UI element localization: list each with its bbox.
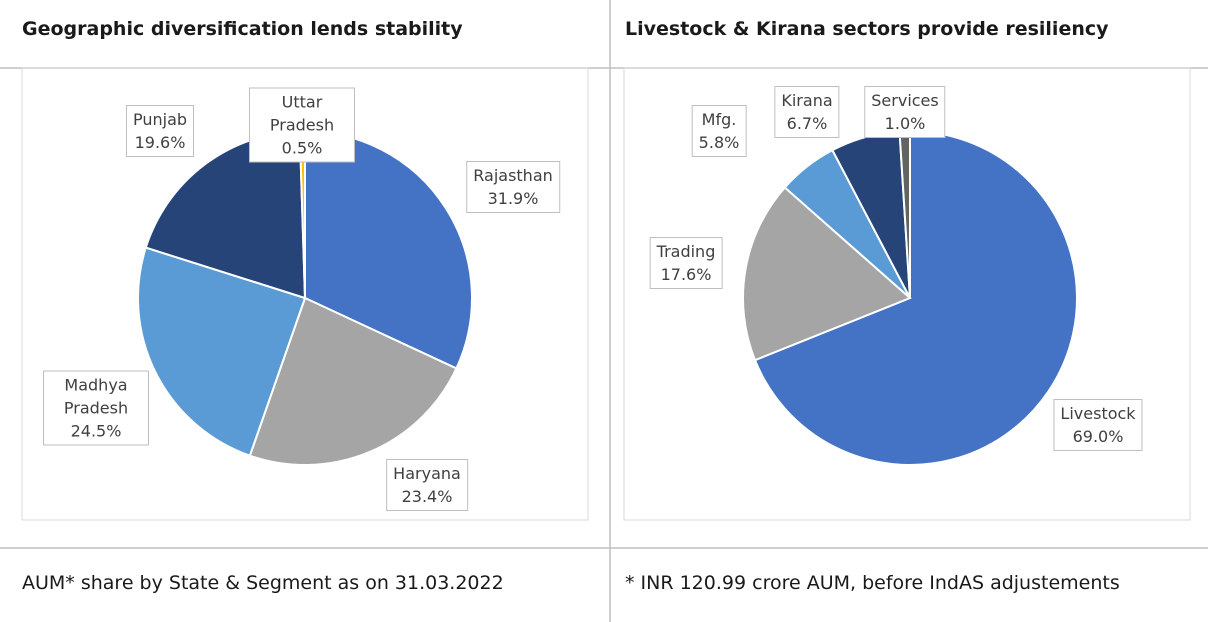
label-value: 6.7%: [786, 114, 828, 133]
data-label: Livestock 69.0%: [1053, 399, 1143, 451]
label-value: 69.0%: [1072, 427, 1124, 446]
label-name: Punjab: [132, 110, 188, 129]
data-label: Uttar Pradesh 0.5%: [249, 87, 355, 163]
label-name: Madhya Pradesh: [63, 375, 129, 418]
label-name: Haryana: [393, 464, 461, 483]
header: Livestock & Kirana sectors provide resil…: [625, 18, 1109, 40]
label-value: 17.6%: [660, 265, 712, 284]
label-value: 19.6%: [134, 133, 186, 152]
label-name: Uttar Pradesh: [269, 92, 335, 135]
label-name: Kirana: [781, 91, 833, 110]
label-name: Livestock: [1060, 404, 1136, 423]
data-label: Kirana 6.7%: [774, 86, 840, 138]
data-label: Mfg. 5.8%: [691, 105, 747, 157]
header: Geographic diversification lends stabili…: [22, 18, 463, 40]
label-value: 23.4%: [401, 487, 453, 506]
footer: * INR 120.99 crore AUM, before IndAS adj…: [625, 572, 1120, 594]
data-label: Services 1.0%: [864, 86, 946, 138]
label-name: Mfg.: [701, 110, 737, 129]
label-value: 24.5%: [70, 421, 122, 441]
pie-slice: [137, 246, 307, 457]
chart-frame: [623, 67, 1191, 521]
label-value: 31.9%: [487, 189, 539, 208]
data-label: Madhya Pradesh 24.5%: [43, 370, 149, 446]
label-name: Services: [871, 91, 939, 110]
data-label: Rajasthan 31.9%: [466, 161, 560, 213]
chart-frame: [21, 67, 589, 521]
label-value: 1.0%: [884, 114, 926, 133]
data-label: Trading 17.6%: [649, 237, 723, 289]
data-label: Punjab 19.6%: [125, 105, 195, 157]
footer: AUM* share by State & Segment as on 31.0…: [22, 572, 504, 594]
pie-slice: [742, 186, 912, 362]
data-label: Haryana 23.4%: [386, 459, 468, 511]
pie-slice: [753, 129, 1078, 466]
label-name: Trading: [656, 242, 716, 261]
pie-slice: [248, 296, 458, 466]
label-value: 5.8%: [698, 133, 740, 152]
label-name: Rajasthan: [473, 166, 553, 185]
label-value: 0.5%: [281, 138, 323, 158]
